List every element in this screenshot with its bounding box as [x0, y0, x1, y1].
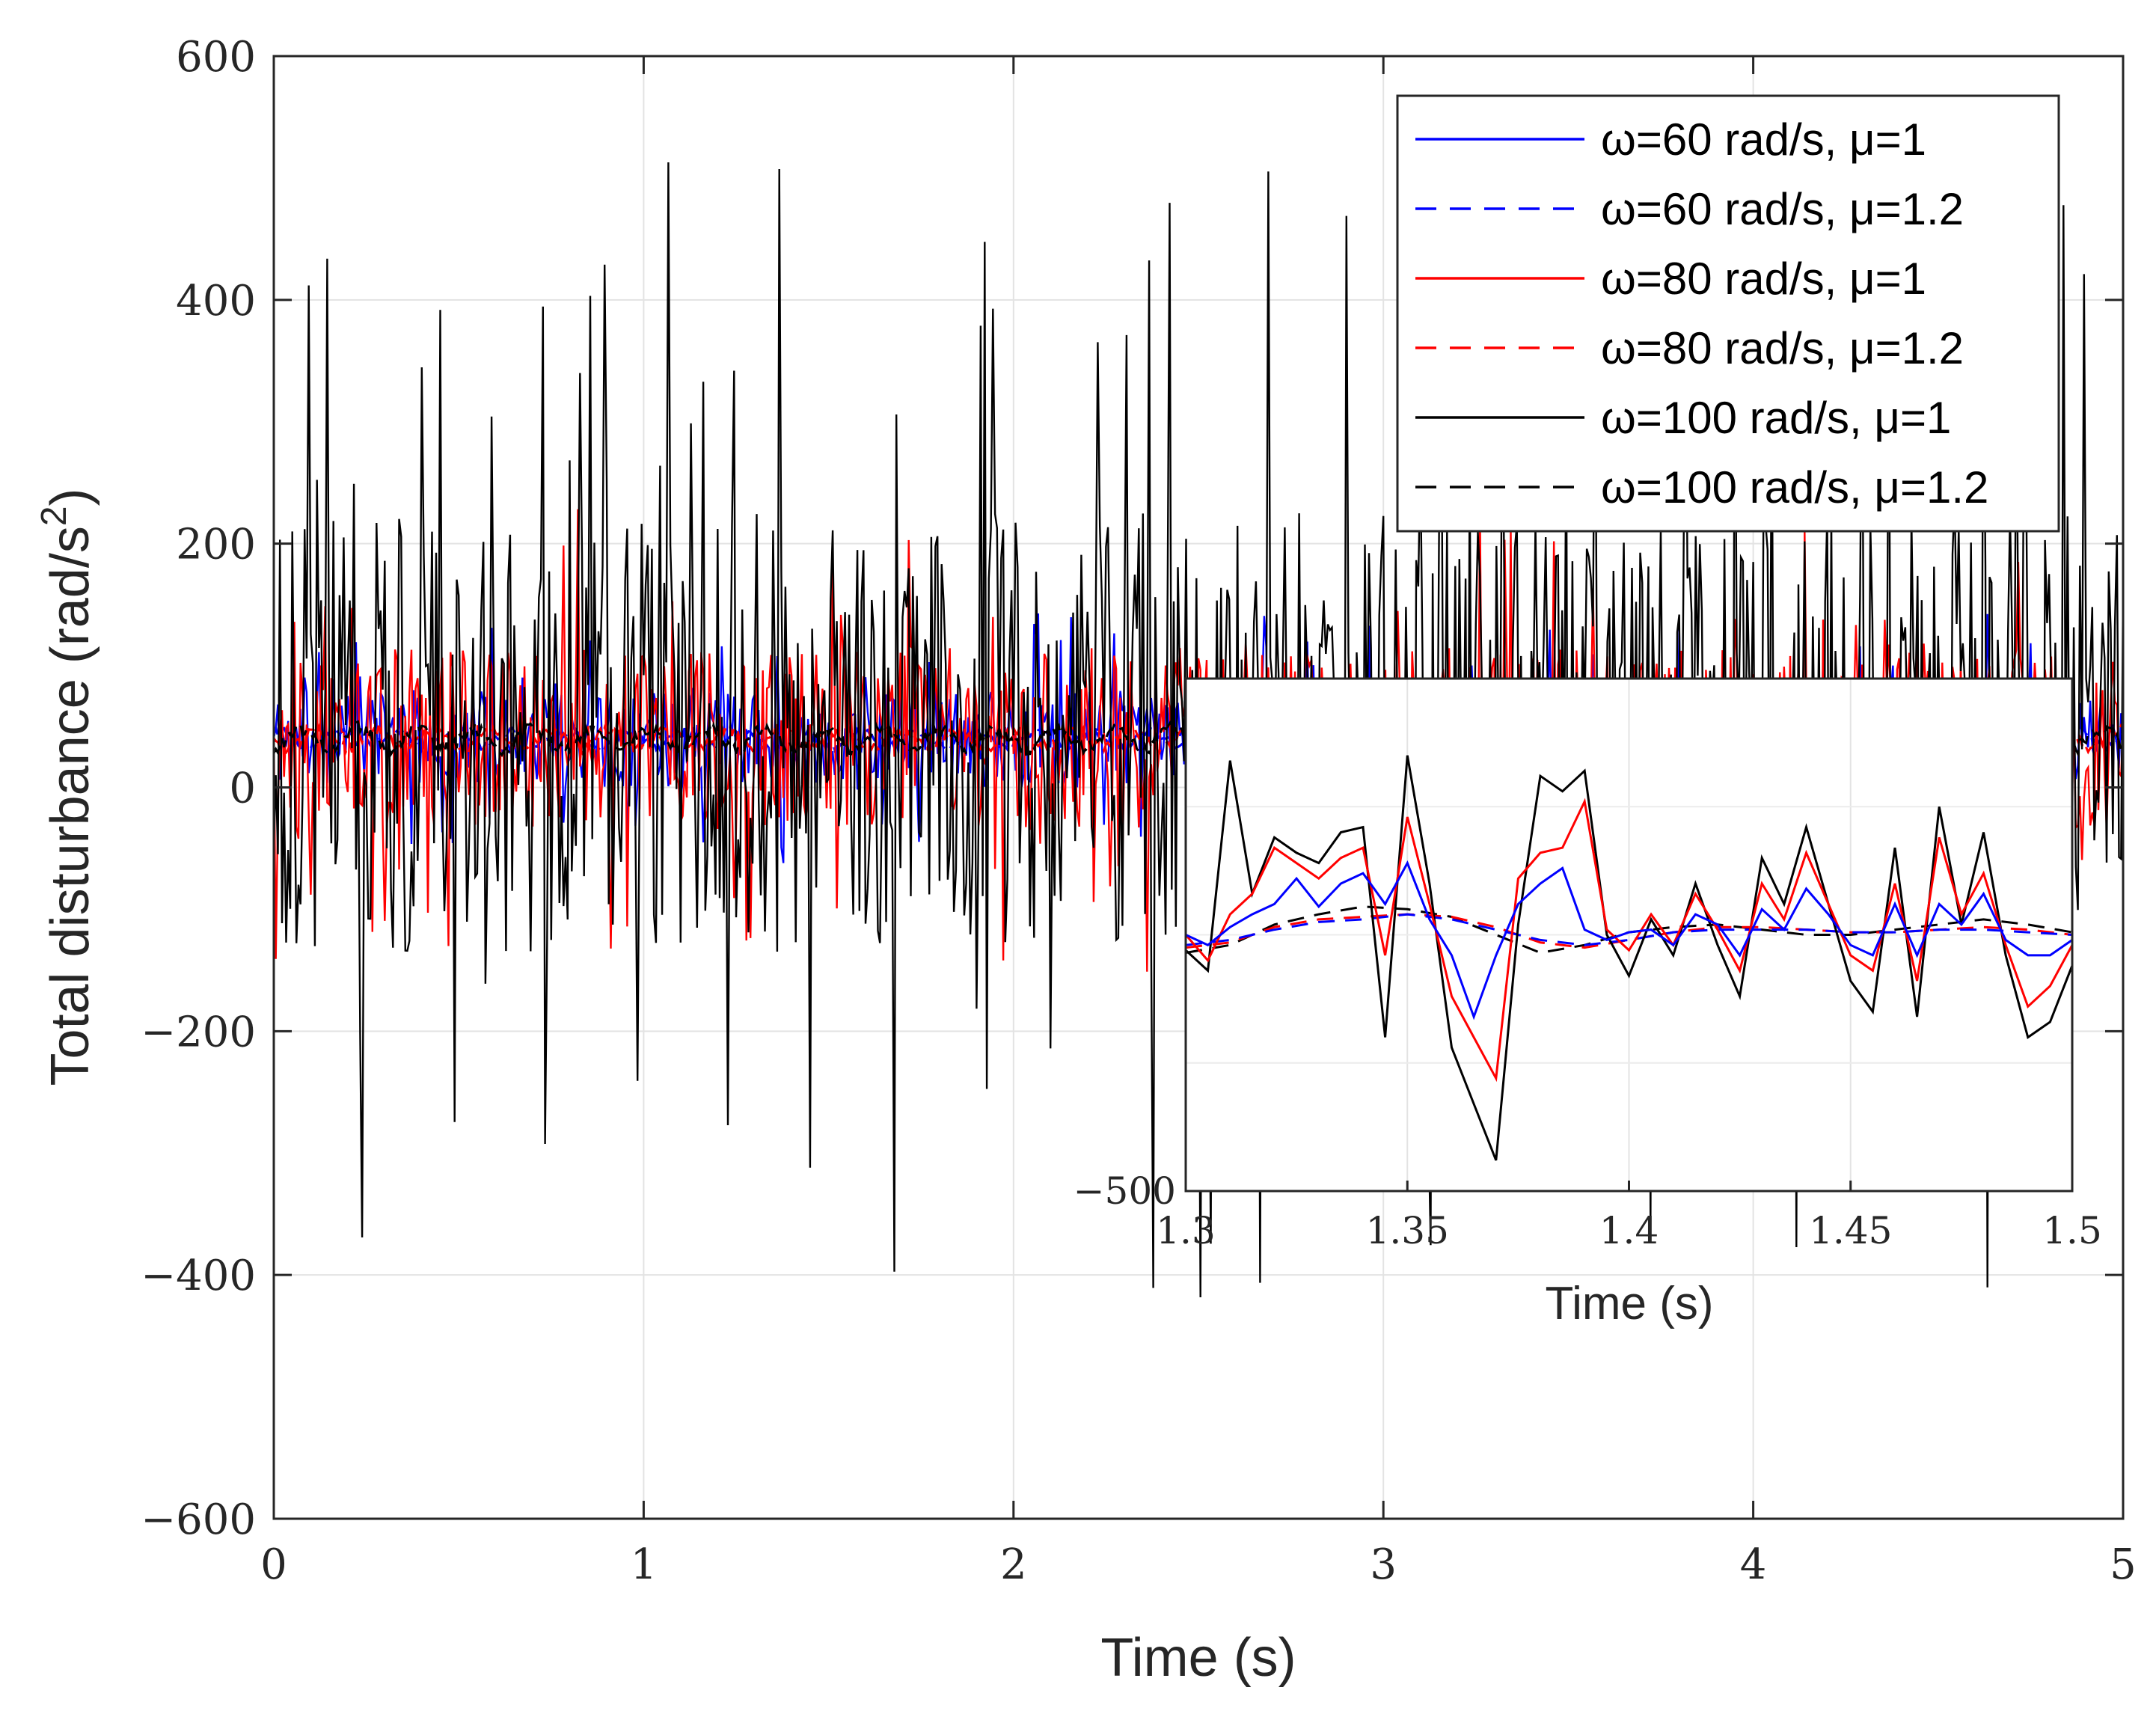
- legend-entry: ω=60 rad/s, μ=1.2: [1415, 184, 1964, 234]
- main-x-tick-label: 2: [1000, 1540, 1027, 1589]
- y-axis-label-close: ): [40, 488, 100, 506]
- main-y-tick-label: 600: [176, 33, 256, 82]
- main-x-tick-label: 4: [1740, 1540, 1767, 1589]
- legend-label: ω=100 rad/s, μ=1.2: [1601, 462, 1988, 512]
- inset-series-line: [1186, 913, 2072, 946]
- inset-y-tick-label: −500: [1074, 1169, 1176, 1213]
- inset-series-line: [1186, 798, 2072, 1083]
- main-y-tick-label: −400: [141, 1252, 256, 1300]
- main-y-axis-label: Total disturbance (rad/s2): [34, 488, 100, 1086]
- main-ticks: 0 1 2 3 4 5 −600 −400 −200 0 200 400 600: [141, 33, 2137, 1589]
- inset-axes: 1.3 1.35 1.4 1.45 1.5 −500 Time (s): [1074, 677, 2102, 1329]
- main-y-tick-label: −600: [141, 1496, 256, 1544]
- inset-plot-region: [1186, 755, 2072, 1161]
- inset-x-tick-label: 1.45: [1809, 1209, 1892, 1252]
- inset-series-group: [1186, 755, 2072, 1161]
- main-y-tick-label: −200: [141, 1008, 256, 1056]
- main-x-tick-label: 0: [260, 1540, 287, 1589]
- inset-series-line: [1186, 860, 2072, 1020]
- inset-ticks: 1.3 1.35 1.4 1.45 1.5: [1156, 1181, 2102, 1252]
- inset-x-tick-label: 1.35: [1366, 1209, 1449, 1252]
- y-axis-label-main: Total disturbance (rad/s: [40, 526, 100, 1086]
- legend-items: ω=60 rad/s, μ=1 ω=60 rad/s, μ=1.2 ω=80 rad…: [1415, 114, 1988, 512]
- main-x-tick-label: 1: [631, 1540, 658, 1589]
- main-x-axis-label: Time (s): [1100, 1628, 1296, 1688]
- inset-series-line: [1186, 755, 2072, 1161]
- main-x-tick-label: 3: [1370, 1540, 1397, 1589]
- legend-label: ω=100 rad/s, μ=1: [1601, 393, 1951, 443]
- legend-entry: ω=100 rad/s, μ=1.2: [1415, 462, 1988, 512]
- main-y-tick-label: 0: [229, 765, 256, 813]
- legend: ω=60 rad/s, μ=1 ω=60 rad/s, μ=1.2 ω=80 rad…: [1396, 94, 2060, 533]
- y-axis-label-superscript: 2: [34, 506, 74, 526]
- legend-label: ω=60 rad/s, μ=1: [1601, 114, 1926, 165]
- inset-x-tick-label: 1.3: [1156, 1209, 1216, 1252]
- main-x-tick-label: 5: [2110, 1540, 2137, 1589]
- legend-label: ω=80 rad/s, μ=1: [1601, 254, 1926, 304]
- legend-entry: ω=60 rad/s, μ=1: [1415, 114, 1926, 165]
- main-y-tick-label: 400: [176, 277, 256, 325]
- main-y-tick-label: 200: [176, 521, 256, 569]
- inset-x-axis-label: Time (s): [1546, 1278, 1714, 1329]
- legend-label: ω=80 rad/s, μ=1.2: [1601, 323, 1964, 373]
- legend-entry: ω=80 rad/s, μ=1.2: [1415, 323, 1964, 373]
- inset-x-tick-label: 1.5: [2042, 1209, 2102, 1252]
- inset-x-tick-label: 1.4: [1599, 1209, 1659, 1252]
- legend-entry: ω=80 rad/s, μ=1: [1415, 254, 1926, 304]
- legend-entry: ω=100 rad/s, μ=1: [1415, 393, 1951, 443]
- legend-box: [1396, 94, 2060, 533]
- legend-label: ω=60 rad/s, μ=1.2: [1601, 184, 1964, 234]
